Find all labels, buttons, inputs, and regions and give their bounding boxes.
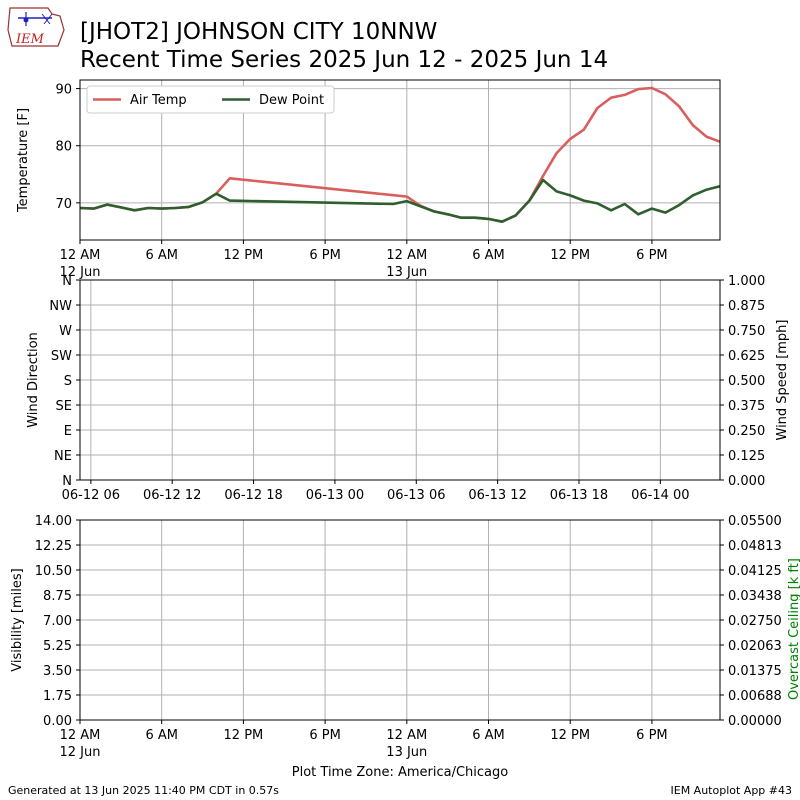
temp-x-tick-label: 6 AM <box>145 248 178 263</box>
ceiling-tick-label: 0.01375 <box>728 664 782 679</box>
wind-direction-tick-label: E <box>64 424 72 439</box>
vis-x-date-label: 12 Jun <box>60 745 101 760</box>
visibility-tick-label: 7.00 <box>43 614 72 629</box>
wind-speed-axis-label: Wind Speed [mph] <box>775 320 790 441</box>
wind-direction-tick-label: SW <box>51 349 72 364</box>
wind-panel: 06-12 06 06-12 12 06-12 18 06-13 00 06-13 06… <box>26 274 790 503</box>
wind-x-tick-label: 06-13 12 <box>468 488 526 503</box>
iem-logo: IEM <box>7 7 65 47</box>
legend-box <box>86 85 335 114</box>
wind-speed-tick-label: 1.000 <box>728 274 765 289</box>
wind-x-tick-label: 06-13 00 <box>306 488 364 503</box>
wind-speed-tick-label: 0.625 <box>728 349 765 364</box>
temp-y-tick-label: 90 <box>55 83 72 98</box>
vis-x-date-label: 13 Jun <box>386 745 427 760</box>
wind-speed-tick-label: 0.750 <box>728 324 765 339</box>
chart-title-line2: Recent Time Series 2025 Jun 12 - 2025 Ju… <box>80 47 608 73</box>
legend-label: Air Temp <box>130 93 187 108</box>
temp-x-date-label: 13 Jun <box>386 265 427 280</box>
vis-axes-frame <box>79 519 721 721</box>
visibility-panel: 12 AM 12 Jun 6 AM 12 PM 6 PM 12 AM 13 Jun 6 AM 1… <box>10 514 800 760</box>
dew-point-line <box>79 178 721 223</box>
wind-speed-tick-label: 0.250 <box>728 424 765 439</box>
visibility-tick-label: 5.25 <box>43 639 72 654</box>
wind-speed-tick-label: 0.000 <box>728 474 765 489</box>
visibility-tick-label: 14.00 <box>35 514 72 529</box>
visibility-tick-label: 8.75 <box>43 589 72 604</box>
logo-text: IEM <box>15 32 45 47</box>
temp-legend: Air Temp Dew Point <box>86 85 335 114</box>
wind-x-tick-label: 06-12 12 <box>143 488 201 503</box>
wind-direction-tick-label: SE <box>56 399 72 414</box>
temp-x-tick-label: 12 PM <box>224 248 264 263</box>
ceiling-axis-label: Overcast Ceiling [k ft] <box>787 558 800 700</box>
ceiling-tick-label: 0.04813 <box>728 539 782 554</box>
vis-x-tick-label: 6 AM <box>472 728 505 743</box>
temp-y-axis-label: Temperature [F] <box>16 108 31 213</box>
ceiling-tick-label: 0.00688 <box>728 689 782 704</box>
generated-footer: Generated at 13 Jun 2025 11:40 PM CDT in… <box>8 784 279 797</box>
ceiling-tick-label: 0.04125 <box>728 564 782 579</box>
temp-y-tick-label: 80 <box>55 140 72 155</box>
ceiling-tick-label: 0.02750 <box>728 614 782 629</box>
temp-y-tick-label: 70 <box>55 197 72 212</box>
visibility-tick-label: 0.00 <box>43 714 72 729</box>
vis-x-tick-label: 6 PM <box>636 728 667 743</box>
wind-speed-tick-label: 0.125 <box>728 449 765 464</box>
wind-speed-tick-label: 0.875 <box>728 299 765 314</box>
wind-axes-frame <box>79 279 721 481</box>
wind-speed-tick-label: 0.375 <box>728 399 765 414</box>
wind-x-tick-label: 06-13 06 <box>387 488 445 503</box>
temp-x-tick-label: 12 AM <box>60 248 101 263</box>
temp-x-tick-label: 12 PM <box>550 248 590 263</box>
visibility-tick-label: 1.75 <box>43 689 72 704</box>
vis-x-tick-label: 12 PM <box>224 728 264 743</box>
wind-direction-tick-label: W <box>59 324 72 339</box>
temperature-panel: 12 AM 12 Jun 6 AM 12 PM 6 PM 12 AM 13 Jun 6 AM 1… <box>16 79 721 280</box>
temp-axes-frame <box>79 79 721 241</box>
temp-x-tick-label: 6 PM <box>309 248 340 263</box>
vis-x-tick-label: 12 AM <box>60 728 101 743</box>
wind-speed-tick-label: 0.500 <box>728 374 765 389</box>
vis-x-tick-label: 12 AM <box>386 728 427 743</box>
vis-x-tick-label: 6 AM <box>145 728 178 743</box>
legend-label: Dew Point <box>259 93 324 108</box>
ceiling-tick-label: 0.02063 <box>728 639 782 654</box>
wind-direction-tick-label: N <box>62 474 72 489</box>
visibility-axis-label: Visibility [miles] <box>10 568 25 671</box>
wind-x-tick-label: 06-14 00 <box>631 488 689 503</box>
temp-x-tick-label: 12 AM <box>386 248 427 263</box>
ceiling-tick-label: 0.00000 <box>728 714 782 729</box>
app-footer: IEM Autoplot App #43 <box>671 784 793 797</box>
ceiling-tick-label: 0.05500 <box>728 514 782 529</box>
wind-direction-tick-label: S <box>64 374 72 389</box>
timezone-label: Plot Time Zone: America/Chicago <box>292 765 508 780</box>
wind-direction-axis-label: Wind Direction <box>26 332 41 428</box>
wind-x-tick-label: 06-13 18 <box>550 488 608 503</box>
wind-x-tick-label: 06-12 18 <box>224 488 282 503</box>
temp-x-tick-label: 6 AM <box>472 248 505 263</box>
temp-x-tick-label: 6 PM <box>636 248 667 263</box>
temp-x-date-label: 12 Jun <box>60 265 101 280</box>
wind-direction-tick-label: NE <box>54 449 72 464</box>
ceiling-tick-label: 0.03438 <box>728 589 782 604</box>
vis-x-tick-label: 6 PM <box>309 728 340 743</box>
vis-x-tick-label: 12 PM <box>550 728 590 743</box>
visibility-tick-label: 10.50 <box>35 564 72 579</box>
visibility-tick-label: 3.50 <box>43 664 72 679</box>
wind-direction-tick-label: NW <box>49 299 72 314</box>
wind-direction-tick-label: N <box>62 274 72 289</box>
wind-x-tick-label: 06-12 06 <box>62 488 120 503</box>
visibility-tick-label: 12.25 <box>35 539 72 554</box>
chart-title-line1: [JHOT2] JOHNSON CITY 10NNW <box>80 19 437 45</box>
